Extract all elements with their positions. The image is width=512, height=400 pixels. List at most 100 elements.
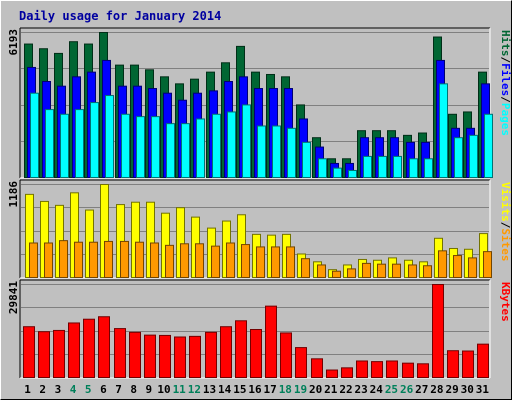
x-tick-label: 14 xyxy=(218,383,232,396)
x-tick-label: 16 xyxy=(248,383,262,396)
legend-entry-sites: Sites xyxy=(499,228,512,261)
bar-sites-day-13 xyxy=(211,245,220,278)
bar-kbytes-day-14 xyxy=(220,326,232,379)
bar-kbytes-day-23 xyxy=(356,360,368,378)
bar-kbytes-day-21 xyxy=(326,369,338,378)
bar-kbytes-day-28 xyxy=(432,284,444,378)
bar-sites-day-8 xyxy=(135,241,144,278)
bar-kbytes-day-4 xyxy=(68,322,80,378)
panel-3: 29841 KBytes xyxy=(7,279,512,379)
x-tick-label: 28 xyxy=(430,383,443,396)
bar-sites-day-10 xyxy=(165,244,174,278)
bar-pages-day-6 xyxy=(105,95,114,178)
bar-kbytes-day-8 xyxy=(129,331,141,378)
bar-sites-day-1 xyxy=(29,242,38,278)
bar-kbytes-day-5 xyxy=(83,318,95,379)
bar-sites-day-24 xyxy=(377,263,386,278)
bar-sites-day-16 xyxy=(256,246,265,278)
bar-kbytes-day-24 xyxy=(371,361,383,379)
bar-sites-day-15 xyxy=(241,244,250,278)
bar-kbytes-day-7 xyxy=(114,328,126,379)
bar-kbytes-day-29 xyxy=(447,350,459,378)
legend-entry-kbytes: KBytes xyxy=(499,282,512,322)
x-tick-label: 21 xyxy=(324,383,338,396)
x-tick-label: 25 xyxy=(385,383,398,396)
bar-kbytes-day-6 xyxy=(98,316,110,378)
bar-pages-day-19 xyxy=(302,141,311,178)
x-tick-label: 23 xyxy=(355,383,368,396)
bar-pages-day-3 xyxy=(60,113,69,178)
x-tick-label: 17 xyxy=(264,383,277,396)
x-tick-label: 24 xyxy=(370,383,384,396)
x-tick-label: 18 xyxy=(279,383,292,396)
bar-kbytes-day-19 xyxy=(295,347,307,378)
bar-sites-day-20 xyxy=(317,264,326,278)
bar-kbytes-day-16 xyxy=(250,329,262,378)
bar-pages-day-18 xyxy=(287,127,296,179)
x-tick-label: 10 xyxy=(157,383,170,396)
y-max-label: 29841 xyxy=(7,281,20,314)
x-tick-label: 15 xyxy=(233,383,246,396)
chart-title: Daily usage for January 2014 xyxy=(19,9,221,23)
x-tick-label: 19 xyxy=(294,383,307,396)
bar-sites-day-5 xyxy=(89,241,98,278)
bar-pages-day-16 xyxy=(257,125,266,179)
bar-sites-day-17 xyxy=(271,246,280,278)
x-tick-label: 22 xyxy=(339,383,352,396)
legend-entry-separator: / xyxy=(499,57,512,64)
x-tick-label: 29 xyxy=(445,383,458,396)
x-tick-label: 31 xyxy=(476,383,490,396)
bar-pages-day-21 xyxy=(333,167,342,178)
bar-sites-day-3 xyxy=(59,240,68,278)
x-tick-label: 4 xyxy=(70,383,77,396)
legend: Visits/Sites xyxy=(499,182,512,262)
bar-pages-day-14 xyxy=(227,111,236,178)
panel-1: 6193 Hits/Files/Pages xyxy=(7,27,512,179)
bar-sites-day-7 xyxy=(120,240,129,278)
bar-pages-day-7 xyxy=(121,113,130,178)
bar-sites-day-21 xyxy=(332,270,341,278)
bar-pages-day-31 xyxy=(484,113,493,178)
x-tick-label: 8 xyxy=(130,383,137,396)
bar-sites-day-18 xyxy=(286,246,295,278)
bar-sites-day-26 xyxy=(408,264,417,278)
x-tick-label: 20 xyxy=(309,383,322,396)
legend-entry-separator: / xyxy=(499,96,512,103)
legend: KBytes xyxy=(499,282,512,322)
bar-sites-day-25 xyxy=(392,263,401,278)
x-tick-label: 11 xyxy=(173,383,187,396)
x-tick-label: 30 xyxy=(461,383,474,396)
bar-sites-day-30 xyxy=(468,257,477,279)
bar-kbytes-day-20 xyxy=(311,358,323,379)
y-max-label: 1186 xyxy=(7,181,20,208)
bar-pages-day-10 xyxy=(166,123,175,179)
x-tick-label: 7 xyxy=(115,383,122,396)
x-tick-label: 6 xyxy=(100,383,107,396)
bar-kbytes-day-17 xyxy=(265,305,277,378)
bar-kbytes-day-9 xyxy=(144,334,156,378)
bar-sites-day-23 xyxy=(362,262,371,278)
chart-panels: 6193 Hits/Files/Pages 1186 Visits/Sites 2984… xyxy=(7,27,512,379)
bar-pages-day-24 xyxy=(378,155,387,179)
bar-sites-day-28 xyxy=(438,250,447,279)
x-tick-label: 26 xyxy=(400,383,414,396)
bar-kbytes-day-13 xyxy=(205,331,217,378)
bar-pages-day-15 xyxy=(242,104,251,178)
bar-pages-day-17 xyxy=(272,125,281,179)
bar-kbytes-day-18 xyxy=(280,332,292,379)
bar-kbytes-day-2 xyxy=(38,331,50,379)
bar-pages-day-8 xyxy=(136,116,145,178)
x-tick-label: 2 xyxy=(39,383,46,396)
bar-sites-day-4 xyxy=(74,241,83,278)
bar-sites-day-6 xyxy=(104,240,113,278)
bar-sites-day-2 xyxy=(44,242,53,278)
series-kbytes xyxy=(23,284,489,379)
x-tick-label: 1 xyxy=(24,383,31,396)
bar-pages-day-26 xyxy=(409,158,418,179)
bar-kbytes-day-1 xyxy=(23,326,35,379)
bar-sites-day-29 xyxy=(453,255,462,278)
bar-kbytes-day-12 xyxy=(189,335,201,378)
bar-pages-day-5 xyxy=(90,102,99,178)
bar-pages-day-4 xyxy=(75,109,84,178)
